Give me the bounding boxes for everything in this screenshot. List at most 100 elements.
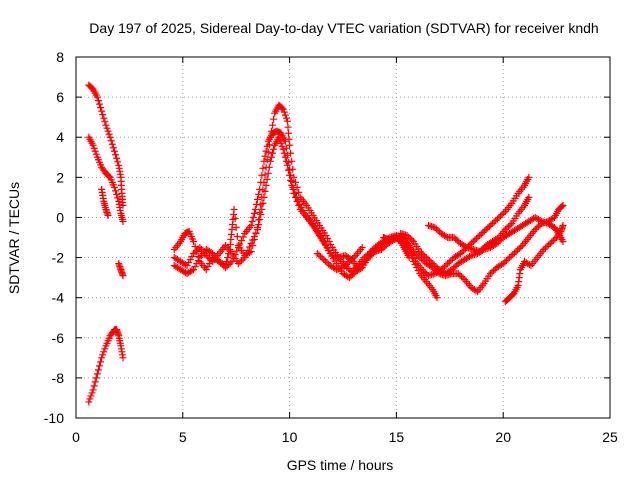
data-point [496, 237, 504, 245]
data-point [466, 253, 474, 261]
data-point [87, 392, 95, 400]
data-point [290, 173, 298, 181]
data-point [194, 257, 202, 265]
y-tick-label: 2 [56, 169, 64, 185]
data-point [406, 235, 414, 243]
data-point [289, 185, 297, 193]
data-point [498, 210, 506, 218]
series-track-g [170, 101, 441, 302]
y-tick-label: 8 [56, 49, 64, 65]
data-point [416, 254, 424, 262]
data-point [285, 166, 293, 174]
data-point [421, 252, 429, 260]
data-point [318, 254, 326, 262]
data-point [500, 209, 508, 217]
data-point [279, 145, 287, 153]
data-point [541, 244, 549, 252]
data-point [193, 247, 201, 255]
data-point [261, 152, 269, 160]
data-point [238, 257, 246, 265]
data-point [97, 358, 105, 366]
data-point [287, 176, 295, 184]
data-point [559, 201, 567, 209]
data-point [482, 225, 490, 233]
data-point [413, 264, 421, 272]
data-point [260, 193, 268, 201]
data-point [252, 229, 260, 237]
data-point [250, 209, 258, 217]
grid-lines [76, 57, 610, 418]
data-point [322, 231, 330, 239]
data-point [434, 226, 442, 234]
series-track-j [424, 193, 533, 256]
data-point [91, 147, 99, 155]
data-point [287, 149, 295, 157]
data-point [248, 217, 256, 225]
data-point [349, 271, 357, 279]
data-point [119, 354, 127, 362]
data-point [222, 262, 230, 270]
data-point [189, 238, 197, 246]
data-point [490, 267, 498, 275]
data-point [299, 206, 307, 214]
data-point [263, 156, 271, 164]
data-point [493, 215, 501, 223]
data-point [89, 386, 97, 394]
data-point [119, 217, 127, 225]
data-point [297, 203, 305, 211]
data-point [226, 259, 234, 267]
data-point [93, 93, 101, 101]
chart-title: Day 197 of 2025, Sidereal Day-to-day VTE… [89, 20, 598, 36]
data-point [543, 243, 551, 251]
data-point [414, 267, 422, 275]
data-point [188, 267, 196, 275]
data-point [517, 243, 525, 251]
data-point [503, 224, 511, 232]
data-point [278, 104, 286, 112]
data-point [534, 222, 542, 230]
data-point [261, 171, 269, 179]
y-tick-label: -4 [52, 290, 65, 306]
data-point [536, 216, 544, 224]
data-point [98, 107, 106, 115]
data-point [506, 254, 514, 262]
data-point [277, 139, 285, 147]
data-point [408, 236, 416, 244]
data-point [409, 248, 417, 256]
data-point [266, 133, 274, 141]
data-point [282, 144, 290, 152]
data-point [204, 253, 212, 261]
data-point [419, 251, 427, 259]
data-point [247, 240, 255, 248]
data-point [453, 237, 461, 245]
data-point [270, 115, 278, 123]
data-point [185, 259, 193, 267]
data-point [474, 233, 482, 241]
data-point [502, 257, 510, 265]
data-point [112, 187, 120, 195]
data-point [269, 121, 277, 129]
data-point [191, 263, 199, 271]
data-point [100, 114, 108, 122]
series-track-k [397, 213, 567, 278]
data-point [289, 165, 297, 173]
data-point [281, 153, 289, 161]
data-point [97, 104, 105, 112]
data-point [515, 245, 523, 253]
data-point [267, 127, 275, 135]
data-point [358, 244, 366, 252]
data-point [281, 137, 289, 145]
data-point [95, 100, 103, 108]
data-point [321, 241, 329, 249]
data-point [448, 266, 456, 274]
data-point [507, 252, 515, 260]
data-point [269, 149, 277, 157]
data-point [275, 133, 283, 141]
y-tick-label: 4 [56, 129, 64, 145]
data-point [257, 210, 265, 218]
data-point [86, 395, 94, 403]
data-point [242, 250, 250, 258]
data-point [188, 253, 196, 261]
data-point [447, 257, 455, 265]
